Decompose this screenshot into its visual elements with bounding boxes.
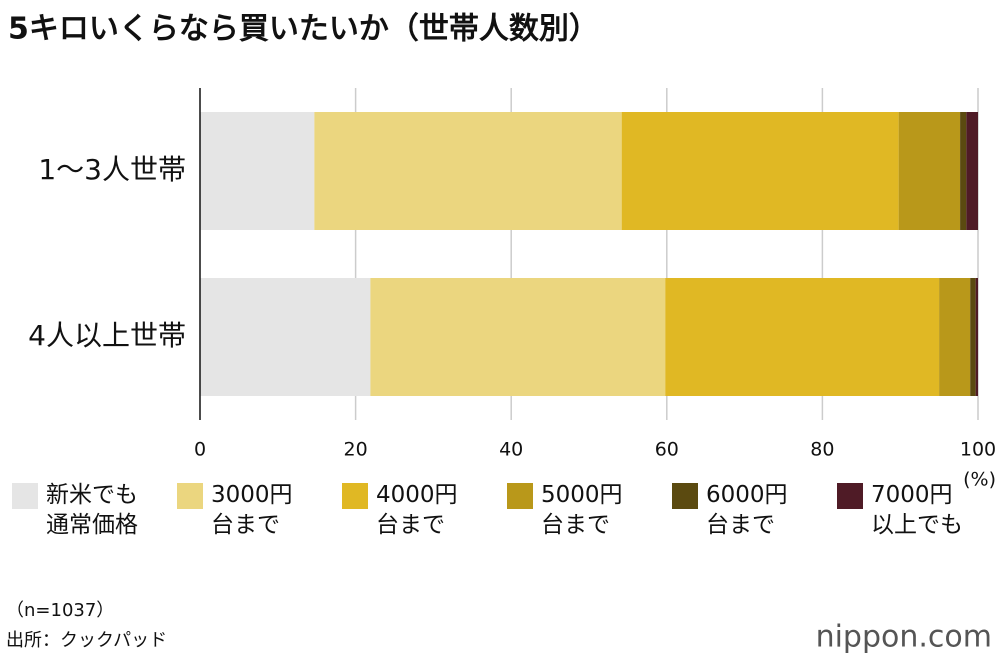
logo: nippon.com [816,620,992,655]
bar-segment [960,112,967,230]
bar-segment [621,112,899,230]
bar-segment [975,278,978,396]
legend-swatch [507,483,533,509]
x-tick-label: 100 [960,439,996,461]
legend-label: 5000円 台まで [541,482,623,538]
legend-swatch [12,483,38,509]
legend-label: 7000円 以上でも [871,482,963,538]
category-label: 4人以上世帯 [28,319,186,352]
bar-segment [939,278,971,396]
legend-label: 4000円 台まで [376,482,458,538]
legend-swatch [672,483,698,509]
x-tick-label: 20 [344,439,368,461]
legend-swatch [177,483,203,509]
legend-label: 新米でも 通常価格 [46,482,138,538]
x-tick-label: 40 [499,439,523,461]
legend-swatch [342,483,368,509]
category-label: 1〜3人世帯 [38,153,186,186]
legend-label: 3000円 台まで [211,482,293,538]
chart-title: 5キロいくらなら買いたいか（世帯人数別） [8,12,599,47]
bar-segment [665,278,940,396]
x-tick-label: 80 [810,439,834,461]
legend-label: 6000円 台まで [706,482,788,538]
legend-swatch [837,483,863,509]
note: （n=1037） [6,600,114,621]
bar-segment [970,278,976,396]
source: 出所：クックパッド [6,630,167,651]
bar-segment [200,112,315,230]
bar-segment [200,278,371,396]
x-tick-label: 60 [655,439,679,461]
bar-segment [966,112,978,230]
bar-segment [370,278,666,396]
bar-segment [314,112,622,230]
x-axis-label: (%) [963,469,996,491]
x-tick-label: 0 [194,439,206,461]
bar-segment [898,112,961,230]
